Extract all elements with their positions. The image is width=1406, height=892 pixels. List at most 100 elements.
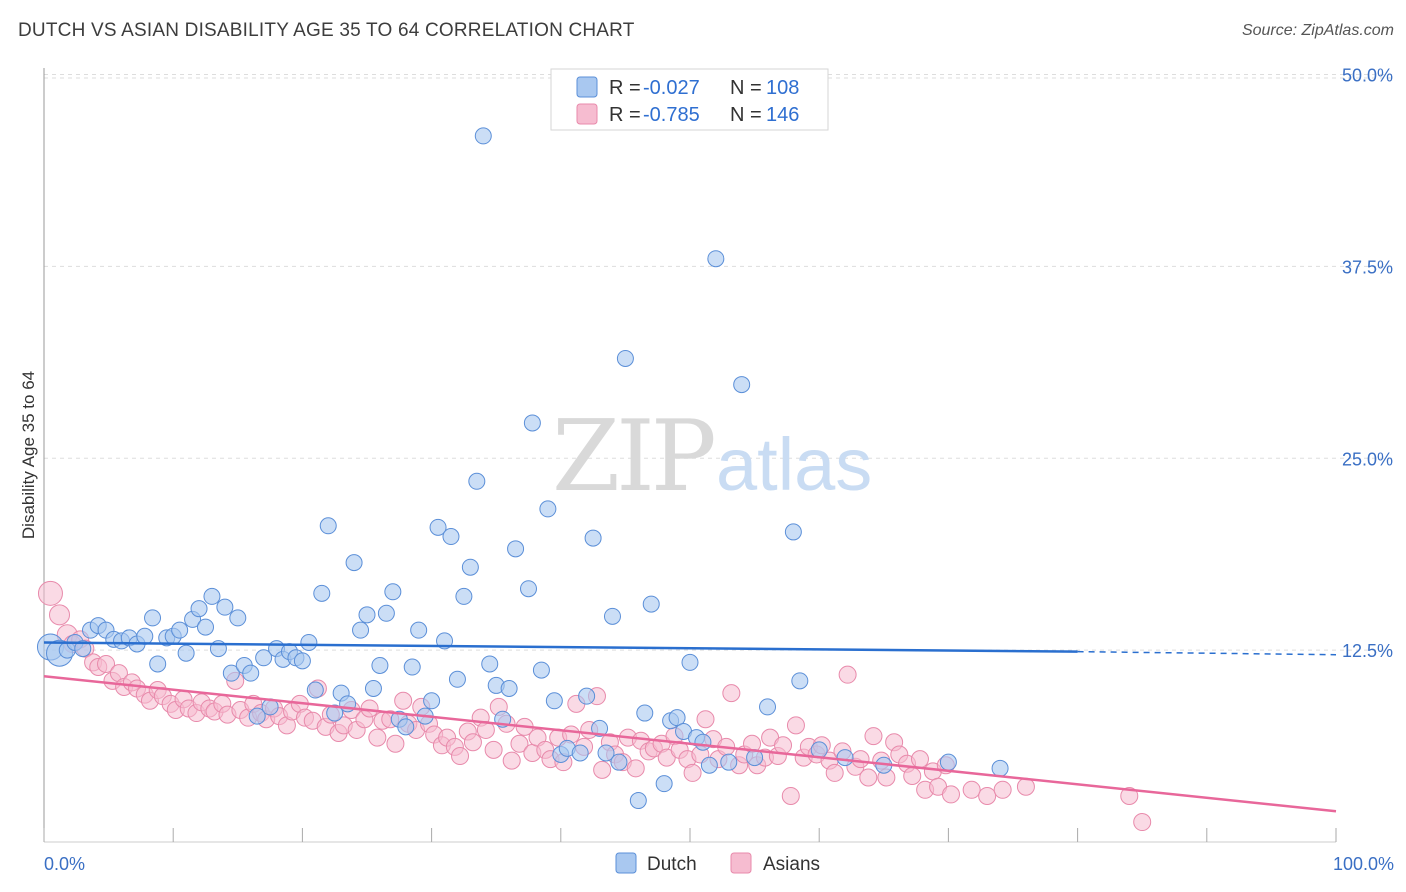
asians-point xyxy=(451,747,470,766)
dutch-point xyxy=(442,528,460,546)
dutch-point xyxy=(136,627,154,645)
dutch-point xyxy=(222,664,240,682)
dutch-point xyxy=(410,621,428,639)
asians-point xyxy=(502,751,521,770)
dutch-point xyxy=(545,692,563,710)
chart-source: Source: ZipAtlas.com xyxy=(1241,22,1394,39)
dutch-point xyxy=(216,598,234,616)
bottom-legend-label-dutch: Dutch xyxy=(647,854,697,875)
dutch-point xyxy=(939,753,957,771)
dutch-point xyxy=(507,540,525,558)
y-tick-label: 25.0% xyxy=(1342,449,1393,469)
dutch-point xyxy=(455,587,473,605)
y-tick-label: 37.5% xyxy=(1342,257,1393,277)
asians-point xyxy=(910,750,929,769)
legend-swatch-dutch xyxy=(576,76,598,98)
bottom-legend-swatch-dutch xyxy=(615,852,637,874)
dutch-point xyxy=(326,704,344,722)
watermark-zip: ZIP xyxy=(552,400,714,514)
dutch-point xyxy=(791,672,809,690)
asians-point xyxy=(993,780,1012,799)
asians-point xyxy=(838,665,857,684)
dutch-point xyxy=(319,517,337,535)
legend-dutch-n-value: 108 xyxy=(766,77,799,99)
asians-point xyxy=(626,759,645,778)
asians-point xyxy=(962,780,981,799)
legend-asians-n-label: N = xyxy=(730,104,762,126)
dutch-point xyxy=(384,583,402,601)
dutch-point xyxy=(149,655,167,673)
asians-point xyxy=(368,728,387,747)
asians-point xyxy=(510,734,529,753)
asians-point xyxy=(683,763,702,782)
asians-point xyxy=(394,691,413,710)
dutch-point xyxy=(481,655,499,673)
watermark: ZIP atlas xyxy=(552,400,872,514)
dutch-point xyxy=(642,595,660,613)
asians-point xyxy=(386,734,405,753)
dutch-point xyxy=(591,719,609,737)
asians-point xyxy=(851,750,870,769)
asians-point xyxy=(463,733,482,752)
asians-point xyxy=(1133,813,1152,832)
chart-title: DUTCH VS ASIAN DISABILITY AGE 35 TO 64 C… xyxy=(18,20,635,41)
dutch-point xyxy=(74,640,92,658)
legend-dutch-n-label: N = xyxy=(730,77,762,99)
dutch-point xyxy=(229,609,247,627)
dutch-point xyxy=(474,127,492,145)
dutch-point xyxy=(759,698,777,716)
x-tick-label-min: 0.0% xyxy=(44,854,85,874)
dutch-point xyxy=(364,680,382,697)
asians-point xyxy=(49,604,71,626)
dutch-point xyxy=(461,558,479,576)
asians-point xyxy=(37,580,63,606)
dutch-point xyxy=(523,414,541,432)
asians-point xyxy=(864,727,883,746)
dutch-point xyxy=(532,661,550,679)
dutch-point xyxy=(991,759,1009,777)
dutch-point xyxy=(371,656,389,674)
y-tick-labels: 12.5% 25.0% 37.5% 50.0% xyxy=(1342,66,1393,662)
y-axis-title: Disability Age 35 to 64 xyxy=(19,371,38,539)
asians-point xyxy=(484,740,503,759)
asians-point xyxy=(1016,777,1035,796)
legend-asians-r-value: -0.785 xyxy=(643,104,700,126)
dutch-point xyxy=(306,681,324,699)
dutch-point xyxy=(720,753,738,771)
dutch-point xyxy=(352,621,370,639)
dutch-point xyxy=(177,644,195,662)
legend-asians-n-value: 146 xyxy=(766,104,799,126)
dutch-point xyxy=(203,587,221,605)
asians-point xyxy=(859,768,878,787)
dutch-point xyxy=(255,649,273,667)
dutch-point xyxy=(171,621,189,639)
dutch-point xyxy=(197,618,214,636)
x-ticks xyxy=(43,828,1337,842)
legend-dutch-r-value: -0.027 xyxy=(643,77,700,99)
dutch-point xyxy=(500,680,518,697)
legend-asians-r-label: R = xyxy=(609,104,641,126)
dutch-point xyxy=(584,529,602,547)
dutch-point xyxy=(190,600,208,618)
dutch-point xyxy=(144,609,162,627)
dutch-point xyxy=(616,349,634,367)
dutch-trend-extension xyxy=(1077,650,1337,656)
dutch-point xyxy=(636,704,654,722)
dutch-point xyxy=(668,709,686,727)
correlation-legend: R = -0.027 N = 108 R = -0.785 N = 146 xyxy=(550,68,829,131)
dutch-point xyxy=(707,250,725,268)
asians-point xyxy=(903,766,922,785)
asians-trend-line xyxy=(43,674,1337,813)
bottom-legend-swatch-asians xyxy=(730,852,752,874)
y-tick-label: 12.5% xyxy=(1342,641,1393,661)
asians-point xyxy=(696,710,715,729)
asians-point xyxy=(722,684,741,703)
dutch-point xyxy=(448,670,466,688)
watermark-atlas: atlas xyxy=(716,423,872,506)
dutch-point xyxy=(242,664,260,682)
dutch-point xyxy=(629,792,647,810)
dutch-point xyxy=(377,604,395,622)
dutch-trend-line xyxy=(43,641,1078,653)
dutch-point xyxy=(655,775,673,793)
